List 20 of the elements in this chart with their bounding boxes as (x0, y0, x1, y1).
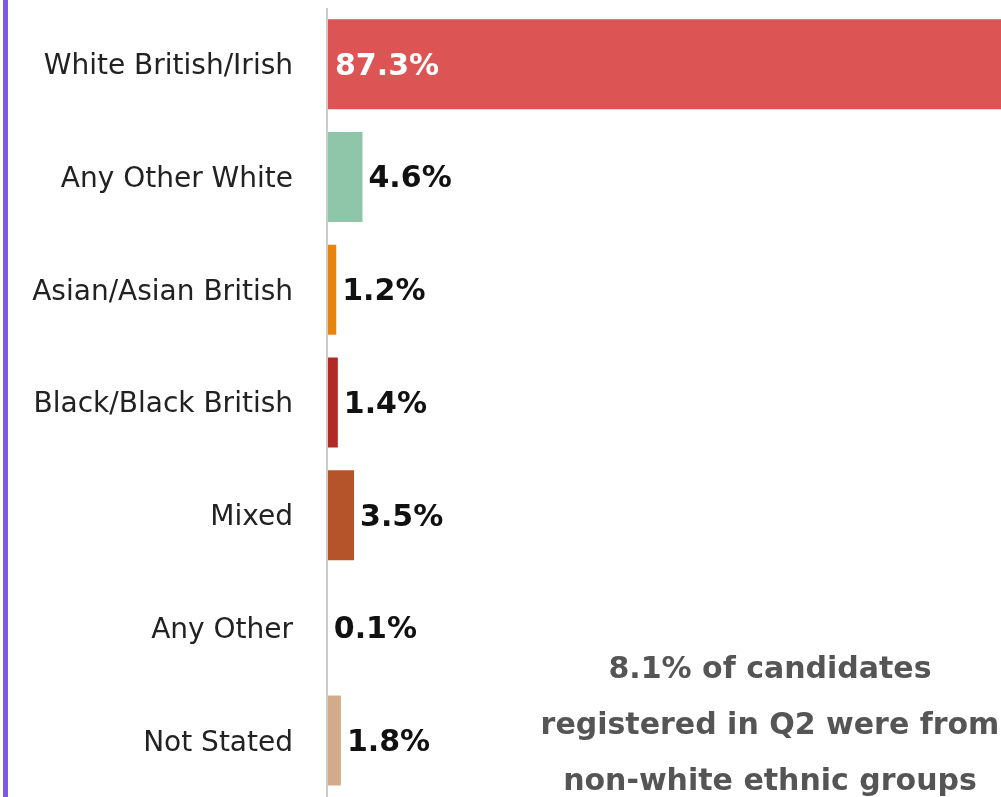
y-tick-label: Not Stated (143, 724, 293, 758)
bar (327, 695, 341, 786)
y-tick-label: Any Other (151, 611, 294, 645)
bar (327, 357, 338, 448)
bar (327, 131, 363, 222)
data-label: 4.6% (368, 159, 452, 195)
data-label: 0.1% (333, 610, 417, 646)
y-tick-label: Mixed (210, 499, 293, 533)
data-label: 3.5% (360, 497, 444, 533)
data-label: 87.3% (335, 46, 440, 82)
data-label: 1.2% (342, 272, 426, 308)
data-label: 1.8% (346, 723, 431, 759)
y-tick-label: White British/Irish (43, 48, 293, 82)
y-tick-label: Asian/Asian British (32, 273, 293, 307)
data-label: 1.4% (343, 384, 428, 420)
bar (327, 19, 1001, 110)
y-tick-label: Any Other White (60, 161, 293, 195)
y-tick-label: Black/Black British (33, 386, 293, 420)
bar (327, 470, 355, 561)
annotation: 8.1% of candidates registered in Q2 were from non-white ethnic groups (540, 649, 1000, 797)
